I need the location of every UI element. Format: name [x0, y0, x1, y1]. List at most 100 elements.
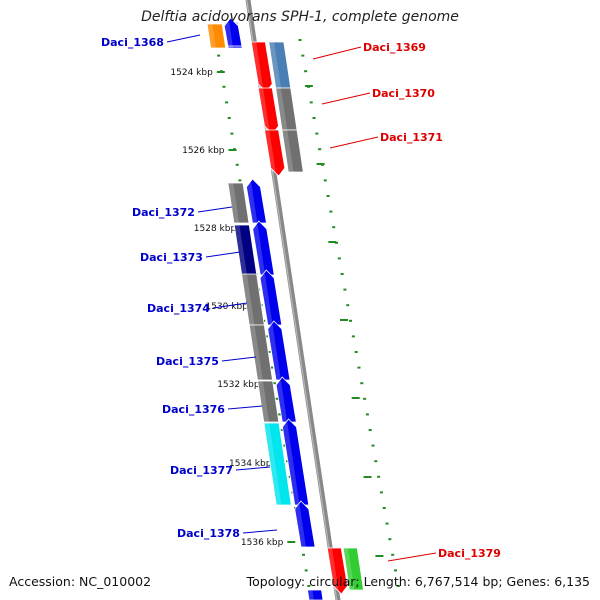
minus-gene-arrow: [294, 500, 316, 548]
left-ruler-dot: [264, 335, 268, 338]
right-ruler-dot: [365, 413, 369, 416]
minus-gene-label: Daci_1374: [147, 302, 210, 315]
left-ruler-dot: [280, 429, 284, 431]
right-ruler-dot: [385, 522, 389, 525]
right-ruler-dot: [368, 429, 372, 431]
plus-gene-label: Daci_1379: [438, 547, 501, 560]
plus-gene-arrow: [264, 129, 286, 177]
right-ruler-dot: [396, 585, 400, 587]
right-ruler-dot: [301, 54, 305, 57]
minus-gene-leader: [235, 466, 271, 471]
tick-label: 1530 kbp: [205, 302, 248, 312]
topology-label: Topology: circular; Length: 6,767,514 bp…: [246, 574, 590, 589]
left-ruler-dot: [272, 382, 276, 385]
right-ruler-dot: [315, 132, 319, 135]
left-ruler-dot: [275, 397, 279, 400]
right-ruler-dot: [371, 444, 375, 447]
minus-gene-block: [248, 324, 273, 381]
right-ruler-dot: [391, 553, 395, 556]
left-ruler-dot: [222, 85, 226, 88]
left-ruler-dot: [217, 54, 221, 57]
minus-gene-leader: [221, 356, 257, 362]
plus-gene-leader: [387, 552, 437, 562]
minus-gene-block: [263, 422, 292, 506]
right-ruler-dot: [388, 538, 392, 541]
minus-gene-arrow-shade: [282, 423, 300, 505]
minus-gene-leader: [227, 405, 263, 410]
tick-label: 1526 kbp: [182, 146, 225, 156]
minus-gene-leader: [242, 529, 278, 534]
right-ruler-dot: [346, 304, 350, 307]
minus-gene-arrow-shade: [252, 225, 266, 275]
plus-gene-block-shade: [275, 88, 288, 130]
map-title: Delftia acidovorans SPH-1, complete geno…: [141, 9, 459, 25]
plus-gene-block: [281, 129, 304, 173]
minus-gene-label: Daci_1372: [132, 206, 195, 219]
minus-gene-arrow-shade: [276, 381, 288, 422]
minus-gene-leader: [212, 302, 248, 309]
plus-gene-arrow: [326, 547, 348, 595]
minus-gene-arrow-shade: [294, 505, 306, 547]
minus-gene-leader: [166, 34, 201, 43]
minus-gene-label: Daci_1375: [156, 355, 219, 368]
right-ruler-dot: [374, 460, 378, 463]
right-ruler-dot: [329, 210, 333, 213]
left-ruler-dot: [225, 101, 229, 104]
plus-gene-block-shade: [268, 42, 281, 88]
minus-gene-label: Daci_1368: [101, 36, 164, 49]
right-ruler-dot: [343, 288, 347, 291]
minus-gene-block: [206, 23, 227, 49]
plus-gene-leader: [329, 136, 379, 149]
minus-gene-arrow-shade: [224, 22, 233, 46]
minus-gene-label: Daci_1373: [140, 251, 203, 264]
tick-label: 1534 kbp: [229, 459, 272, 469]
right-ruler-dot: [351, 335, 355, 338]
right-ruler-dot: [382, 507, 386, 509]
left-ruler-dot: [270, 366, 274, 369]
minus-gene-leader: [205, 251, 241, 258]
plus-gene-block: [342, 547, 364, 591]
right-ruler-dot: [377, 475, 381, 478]
minus-gene-block-shade: [263, 423, 282, 505]
right-ruler-dot: [360, 382, 364, 385]
tick-label: 1528 kbp: [194, 224, 237, 234]
plus-gene-label: Daci_1369: [363, 41, 426, 54]
right-ruler-dot: [323, 179, 327, 182]
left-ruler-dot: [278, 413, 282, 416]
minus-gene-block-shade: [234, 225, 247, 275]
left-ruler-dot: [238, 179, 242, 182]
plus-gene-arrow-shade: [258, 88, 270, 130]
plus-gene-arrow-shade: [264, 130, 276, 172]
left-ruler-dot: [307, 585, 311, 587]
right-ruler-dot: [304, 70, 308, 73]
minus-gene-block: [227, 182, 250, 224]
right-ruler-dot: [393, 569, 397, 572]
right-ruler-dot: [363, 397, 367, 400]
minus-gene-block: [257, 380, 280, 423]
right-ruler-dot: [354, 351, 358, 353]
minus-gene-arrow-shade: [267, 325, 281, 380]
left-ruler-dot: [235, 163, 239, 166]
minus-gene-partial-shade: [307, 590, 314, 600]
plus-gene-label: Daci_1370: [372, 87, 435, 100]
tick-label: 1524 kbp: [170, 68, 213, 78]
minus-gene-block-shade: [207, 24, 216, 48]
right-ruler-dot: [312, 117, 316, 119]
tick-label: 1536 kbp: [241, 538, 284, 548]
plus-gene-block-shade: [282, 130, 294, 172]
right-ruler-dot: [309, 101, 313, 104]
right-ruler-dot: [340, 273, 344, 275]
minus-gene-block-shade: [227, 183, 240, 223]
minus-gene-label: Daci_1376: [162, 403, 225, 416]
left-ruler-dot: [230, 132, 234, 135]
right-ruler-dot: [379, 491, 383, 494]
tick-label: 1532 kbp: [217, 380, 260, 390]
plus-gene-arrow-shade: [251, 42, 264, 88]
minus-gene-block-shade: [249, 325, 263, 380]
minus-gene-label: Daci_1377: [170, 464, 233, 477]
right-ruler-dot: [298, 39, 302, 41]
right-ruler-dot: [332, 226, 336, 229]
plus-gene-block-shade: [343, 548, 355, 590]
left-ruler-dot: [267, 351, 271, 353]
